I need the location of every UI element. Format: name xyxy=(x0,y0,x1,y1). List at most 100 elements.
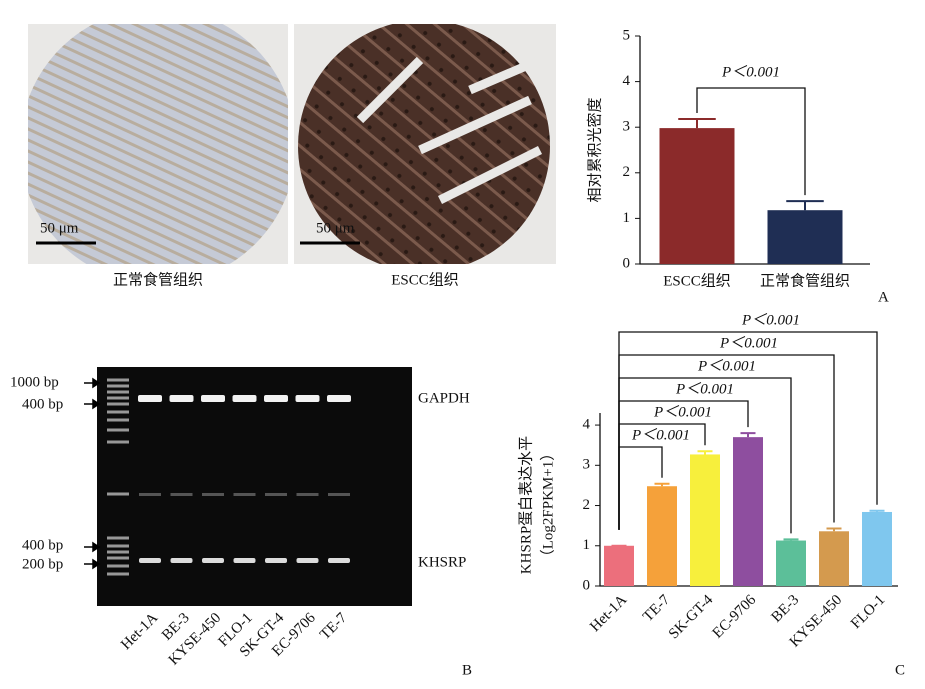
faint-band xyxy=(170,493,193,496)
normal-tissue-image xyxy=(28,24,288,264)
error-bar xyxy=(826,527,842,532)
y-tick-label: 4 xyxy=(623,73,631,89)
y-axis-label: 相对累积光密度 xyxy=(586,97,603,202)
sig-label: P＜0.001 xyxy=(675,381,734,397)
gapdh-band xyxy=(138,395,162,402)
ladder-band xyxy=(107,556,129,560)
bar xyxy=(776,540,806,586)
faint-band xyxy=(265,493,287,496)
x-tick-label: TE-7 xyxy=(640,592,673,625)
x-tick-label: BE-3 xyxy=(769,592,803,626)
marker-label: 400 bp xyxy=(22,396,63,412)
error-bar xyxy=(786,200,824,211)
ladder-band xyxy=(107,410,129,414)
marker-label: 1000 bp xyxy=(10,374,59,390)
ladder-band xyxy=(107,402,129,406)
bar xyxy=(733,437,763,586)
sig-label: P＜0.001 xyxy=(631,427,690,443)
error-bar xyxy=(740,432,756,438)
y-tick-label: 1 xyxy=(623,210,631,226)
khsrp-band xyxy=(233,558,256,563)
sig-bracket xyxy=(618,331,878,530)
gel-bands xyxy=(107,378,351,576)
khsrp-band xyxy=(296,558,319,563)
panel-label: B xyxy=(462,662,472,678)
panel-label: A xyxy=(878,289,889,305)
x-tick-label: 正常食管组织 xyxy=(760,272,850,289)
bar xyxy=(862,511,892,586)
khsrp-band xyxy=(139,558,161,563)
ladder-band xyxy=(107,440,129,444)
ladder-band xyxy=(107,396,129,400)
bar xyxy=(819,531,849,586)
bar xyxy=(767,210,843,264)
lane-label: TE-7 xyxy=(317,610,350,643)
ladder-band xyxy=(107,428,129,432)
panel-label: C xyxy=(895,662,905,678)
ladder-band xyxy=(107,390,129,394)
khsrp-band xyxy=(202,558,224,563)
ladder-band xyxy=(107,544,129,548)
error-bar xyxy=(697,450,713,455)
y-tick-label: 2 xyxy=(623,164,631,180)
y-axis-label: （Log2FPKM+1） xyxy=(539,446,556,564)
error-bar xyxy=(678,117,716,129)
x-tick-label: SK-GT-4 xyxy=(666,592,717,643)
bar xyxy=(647,486,677,586)
ladder-band xyxy=(107,572,129,576)
bar xyxy=(604,545,634,586)
scale-label: 50 μm xyxy=(40,220,79,236)
sig-label: P＜0.001 xyxy=(697,358,756,374)
khsrp-band xyxy=(265,558,287,563)
faint-band xyxy=(139,493,161,496)
y-tick-label: 0 xyxy=(623,255,631,271)
y-tick-label: 4 xyxy=(583,417,591,433)
bar xyxy=(659,128,735,264)
y-tick-label: 1 xyxy=(583,537,591,553)
faint-band xyxy=(296,493,319,496)
band-label: KHSRP xyxy=(418,554,466,570)
x-tick-label: EC-9706 xyxy=(710,592,760,642)
bar xyxy=(690,454,720,586)
faint-band xyxy=(202,493,224,496)
sig-label: P＜0.001 xyxy=(719,335,778,351)
y-tick-label: 2 xyxy=(583,497,591,513)
gapdh-band xyxy=(201,395,225,402)
x-tick-label: FLO-1 xyxy=(848,592,888,632)
sig-bracket xyxy=(696,87,806,196)
x-tick-label: Het-1A xyxy=(587,592,630,635)
y-tick-label: 3 xyxy=(623,119,631,135)
gel-image xyxy=(97,367,412,606)
sig-label: P＜0.001 xyxy=(653,404,712,420)
gapdh-band xyxy=(232,395,257,402)
y-tick-label: 5 xyxy=(623,27,631,43)
error-bar xyxy=(654,482,670,487)
ladder-band xyxy=(107,418,129,422)
escc-tissue-image xyxy=(294,24,556,264)
lane-label: Het-1A xyxy=(118,610,161,653)
ladder-band xyxy=(107,536,129,540)
image-caption: 正常食管组织 xyxy=(113,271,203,288)
error-bar xyxy=(783,538,799,541)
sig-label: P＜0.001 xyxy=(721,64,780,80)
ladder-band xyxy=(107,384,129,388)
scale-label: 50 μm xyxy=(316,220,355,236)
marker-arrows xyxy=(84,377,101,570)
ladder-band xyxy=(107,492,129,496)
ladder-band xyxy=(107,378,129,382)
khsrp-band xyxy=(170,558,193,563)
y-tick-label: 0 xyxy=(583,577,591,593)
gapdh-band xyxy=(295,395,320,402)
gapdh-band xyxy=(169,395,194,402)
y-axis-label: KHSRP蛋白表达水平 xyxy=(517,436,534,574)
ladder-band xyxy=(107,550,129,554)
x-tick-label: ESCC组织 xyxy=(663,272,731,289)
gapdh-band xyxy=(327,395,351,402)
marker-label: 200 bp xyxy=(22,556,63,572)
gapdh-band xyxy=(264,395,288,402)
ladder-band xyxy=(107,564,129,568)
sig-label: P＜0.001 xyxy=(741,312,800,328)
band-label: GAPDH xyxy=(418,390,470,406)
